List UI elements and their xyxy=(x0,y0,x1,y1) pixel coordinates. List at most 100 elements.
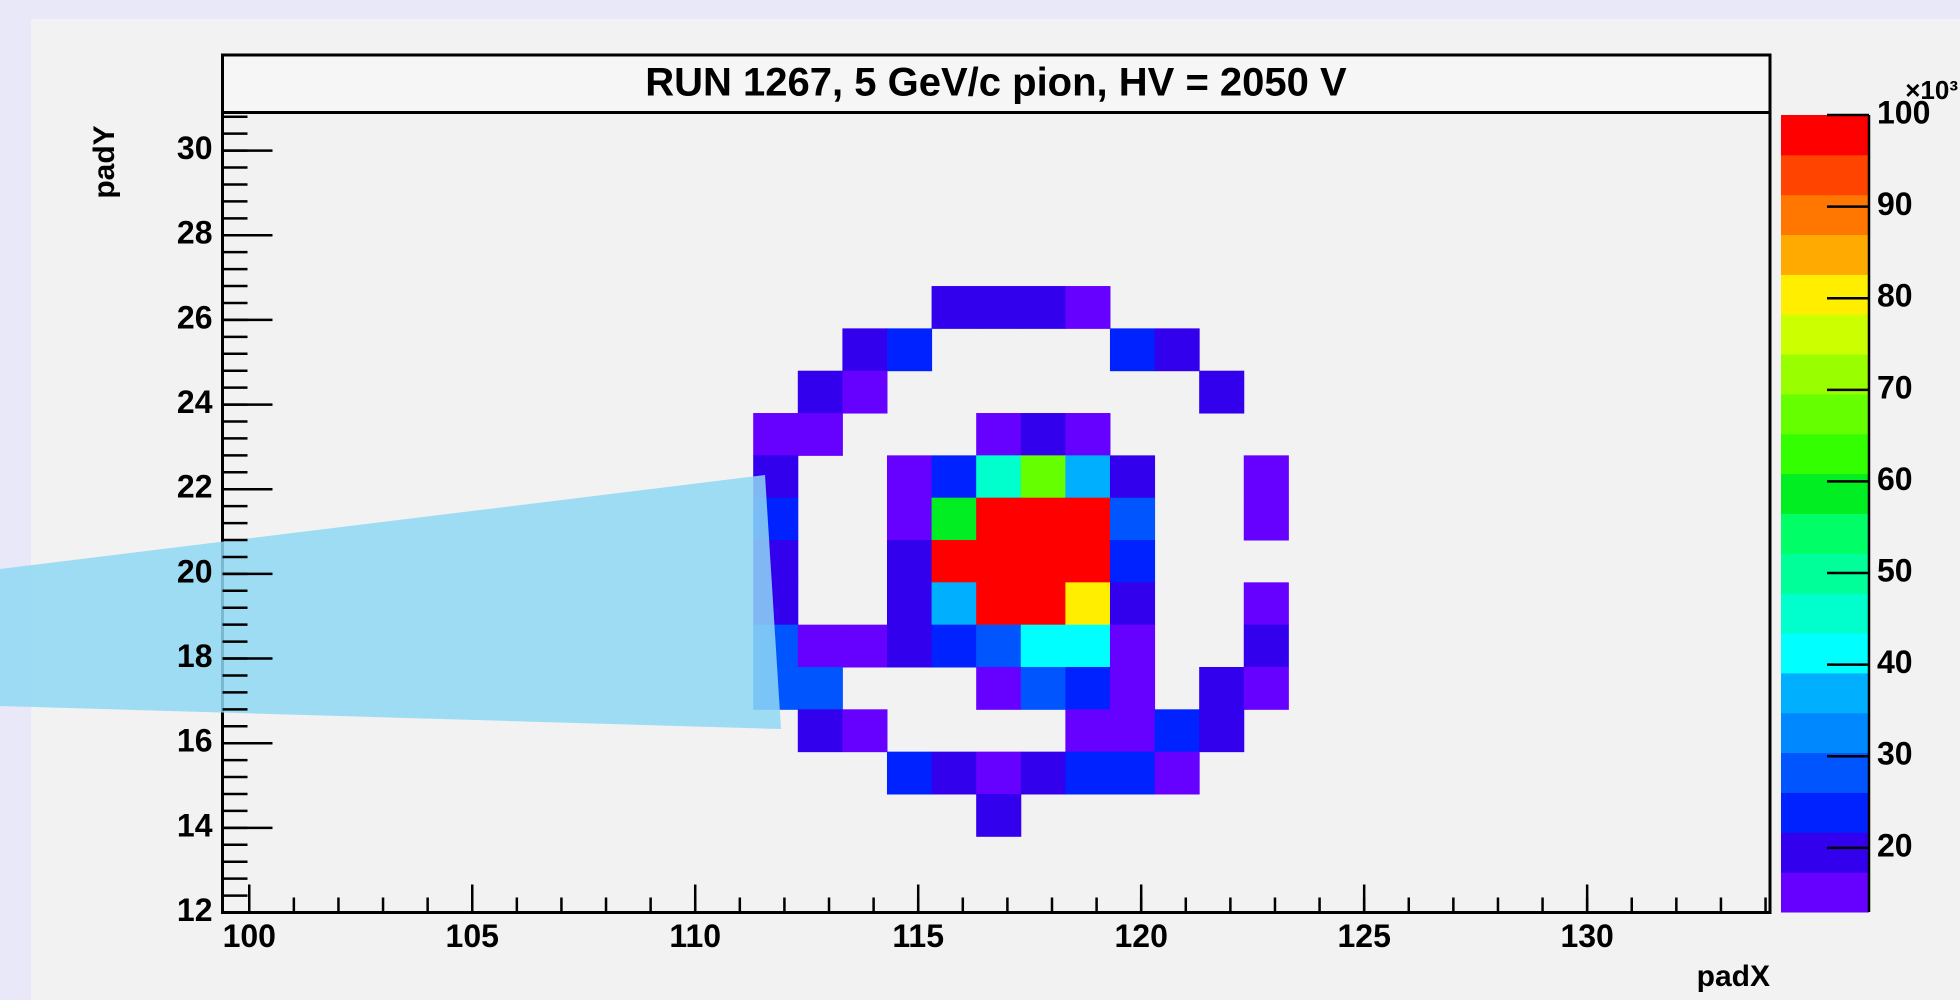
heatmap-cell xyxy=(1065,497,1111,541)
heatmap-cell xyxy=(1065,413,1111,456)
heatmap-cell xyxy=(797,624,843,668)
heatmap-cell xyxy=(797,709,843,753)
heatmap-cell xyxy=(1109,751,1156,795)
y-tick-label: 14 xyxy=(177,807,213,843)
heatmap-cell xyxy=(1109,497,1156,541)
heatmap-cell xyxy=(976,751,1022,795)
y-tick-label: 18 xyxy=(177,638,213,674)
heatmap-cell xyxy=(931,497,977,541)
heatmap-cell xyxy=(1199,709,1245,753)
heatmap-cell xyxy=(931,751,977,795)
heatmap-cell xyxy=(842,328,888,372)
heatmap-cell xyxy=(1065,709,1111,753)
colorbar-band xyxy=(1781,433,1869,475)
x-tick-label: 130 xyxy=(1560,918,1613,954)
heatmap-cell xyxy=(1199,370,1245,414)
heatmap-cell xyxy=(842,370,888,414)
heatmap-cell xyxy=(1109,455,1156,499)
colorbar-scale-label: ×10³ xyxy=(1905,75,1958,105)
heatmap-cell xyxy=(797,413,843,456)
heatmap-cell xyxy=(931,455,977,499)
colorbar-band xyxy=(1781,672,1869,714)
colorbar-band xyxy=(1781,354,1869,395)
cells xyxy=(753,286,1289,837)
heatmap-cell xyxy=(886,540,933,583)
heatmap-cell xyxy=(1243,666,1289,710)
heatmap-cell xyxy=(976,286,1022,329)
heatmap-cell xyxy=(1154,709,1200,753)
x-tick-label: 125 xyxy=(1337,918,1390,954)
colorbar-tick-label: 30 xyxy=(1877,736,1913,772)
colorbar-band xyxy=(1781,115,1869,156)
x-tick-label: 110 xyxy=(669,918,721,954)
colorbar-tick-label: 70 xyxy=(1877,369,1913,405)
heatmap-cell xyxy=(1020,540,1066,583)
colorbar-tick-label: 100 xyxy=(1877,94,1930,130)
colorbar-band xyxy=(1781,792,1869,833)
x-tick-label: 100 xyxy=(223,918,276,954)
colorbar-band xyxy=(1781,194,1869,236)
heatmap-cell xyxy=(976,413,1022,456)
heatmap-cell xyxy=(1243,497,1289,541)
y-tick-label: 16 xyxy=(177,723,213,759)
x-tick-label: 120 xyxy=(1114,918,1167,954)
colorbar-band xyxy=(1781,393,1869,435)
heatmap-cell xyxy=(976,666,1022,710)
heatmap-cell xyxy=(1020,666,1066,710)
heatmap-cell xyxy=(1109,582,1156,626)
heatmap-cell xyxy=(797,666,843,710)
heatmap-cell xyxy=(886,455,933,499)
heatmap-cell xyxy=(1154,328,1200,372)
heatmap-cell xyxy=(1243,455,1289,499)
colorbar-band xyxy=(1781,832,1869,873)
heatmap-cell xyxy=(1020,413,1066,456)
heatmap-cell xyxy=(1109,328,1156,372)
x-axis-label: padX xyxy=(1697,960,1770,993)
colorbar-tick-label: 50 xyxy=(1877,552,1913,588)
heatmap-cell xyxy=(1109,540,1156,583)
colorbar-band xyxy=(1781,154,1869,196)
y-tick-label: 12 xyxy=(177,892,213,928)
heatmap-cell xyxy=(1020,751,1066,795)
colorbar-band xyxy=(1781,872,1869,913)
heatmap-cell xyxy=(931,624,977,668)
heatmap-cell xyxy=(976,793,1022,837)
colorbar-tick-label: 80 xyxy=(1877,278,1913,314)
colorbar-band xyxy=(1781,274,1869,315)
heatmap-cell xyxy=(1020,497,1066,541)
colorbar-band xyxy=(1781,752,1869,793)
heatmap-cell xyxy=(976,455,1022,499)
heatmap-cell xyxy=(1065,624,1111,668)
heatmap-cell xyxy=(1065,582,1111,626)
colorbar-band xyxy=(1781,593,1869,634)
heatmap-cell xyxy=(976,540,1022,583)
heatmap-cell xyxy=(1243,624,1289,668)
heatmap-cell xyxy=(1154,751,1200,795)
x-tick-label: 105 xyxy=(446,918,499,954)
y-tick-label: 22 xyxy=(177,469,213,505)
heatmap-cell xyxy=(1020,624,1066,668)
title-box xyxy=(221,53,1772,114)
heatmap-cell xyxy=(976,624,1022,668)
colorbar-band xyxy=(1781,473,1869,514)
colorbar-band xyxy=(1781,712,1869,754)
heatmap-cell xyxy=(1020,286,1066,329)
heatmap-cell xyxy=(842,624,888,668)
y-tick-label: 20 xyxy=(177,553,213,589)
colorbar-band xyxy=(1781,314,1869,355)
heatmap-cell xyxy=(842,709,888,753)
colorbar-tick-label: 40 xyxy=(1877,644,1913,680)
colorbar-band xyxy=(1781,633,1869,674)
heatmap-cell xyxy=(976,582,1022,626)
colorbar-band xyxy=(1781,234,1869,275)
heatmap-cell xyxy=(1199,666,1245,710)
heatmap-cell xyxy=(886,328,933,372)
selection-overlay xyxy=(0,475,781,729)
heatmap-cell xyxy=(886,751,933,795)
heatmap-cell xyxy=(1243,582,1289,626)
x-tick-label: 115 xyxy=(892,918,944,954)
heatmap-cell xyxy=(1020,582,1066,626)
heatmap-cell xyxy=(753,413,799,456)
